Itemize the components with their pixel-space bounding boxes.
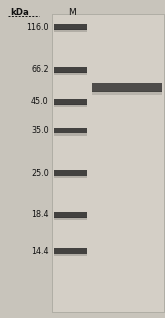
Text: 18.4: 18.4 — [31, 210, 49, 219]
Text: kDa: kDa — [10, 8, 29, 17]
Text: 35.0: 35.0 — [31, 126, 49, 135]
FancyBboxPatch shape — [54, 99, 87, 105]
Bar — [52, 14, 164, 312]
FancyBboxPatch shape — [54, 104, 87, 107]
FancyBboxPatch shape — [54, 67, 87, 73]
FancyBboxPatch shape — [54, 24, 87, 30]
Text: 25.0: 25.0 — [31, 169, 49, 178]
FancyBboxPatch shape — [54, 133, 87, 135]
FancyBboxPatch shape — [54, 170, 87, 176]
FancyBboxPatch shape — [54, 253, 87, 256]
Text: M: M — [68, 8, 76, 17]
FancyBboxPatch shape — [54, 217, 87, 220]
FancyBboxPatch shape — [92, 83, 162, 92]
Text: 14.4: 14.4 — [31, 247, 49, 256]
FancyBboxPatch shape — [54, 212, 87, 218]
FancyBboxPatch shape — [54, 29, 87, 32]
FancyBboxPatch shape — [54, 248, 87, 254]
Text: 66.2: 66.2 — [31, 66, 49, 74]
Text: 116.0: 116.0 — [26, 23, 49, 31]
Text: 45.0: 45.0 — [31, 97, 49, 106]
FancyBboxPatch shape — [54, 72, 87, 75]
FancyBboxPatch shape — [54, 128, 87, 133]
FancyBboxPatch shape — [54, 176, 87, 178]
FancyBboxPatch shape — [92, 91, 162, 95]
